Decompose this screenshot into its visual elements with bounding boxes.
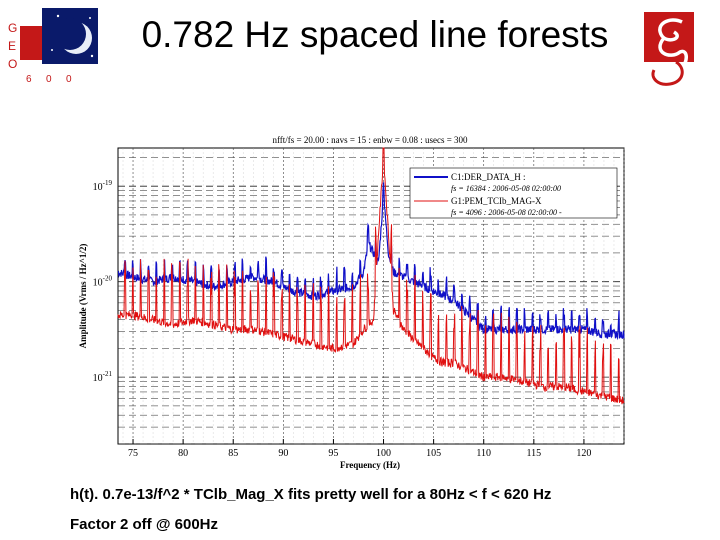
grid-layer bbox=[118, 148, 625, 445]
logo-digit-0b: 0 bbox=[66, 74, 72, 85]
y-tick-label: 10-21 bbox=[93, 370, 113, 384]
slide-title: 0.782 Hz spaced line forests bbox=[141, 14, 609, 55]
x-tick-label: 110 bbox=[476, 448, 491, 459]
series-line-red bbox=[117, 147, 625, 405]
logo-letter-g: G bbox=[8, 21, 17, 35]
x-tick-label: 80 bbox=[178, 448, 188, 459]
logo-digit-0a: 0 bbox=[46, 74, 52, 85]
logo-letter-e: E bbox=[8, 39, 16, 53]
axis-layer: 75 80 85 90 95 100 105 110 115 120 10-19 10-20 10-21 bbox=[93, 179, 592, 459]
x-tick-label: 105 bbox=[426, 448, 441, 459]
y-axis-label: Amplitude (Vrms / Hz^1/2) bbox=[78, 244, 88, 349]
legend-label-red: G1:PEM_TCIb_MAG-X bbox=[451, 196, 542, 206]
legend-label-blue: C1:DER_DATA_H : bbox=[451, 172, 526, 182]
logo-digit-6: 6 bbox=[26, 74, 32, 85]
x-tick-label: 75 bbox=[128, 448, 138, 459]
x-tick-label: 85 bbox=[228, 448, 238, 459]
geo600-logo: G E O 6 0 0 bbox=[8, 8, 98, 85]
stylized-g-logo-icon bbox=[644, 12, 694, 86]
caption-line-1: h(t). 0.7e-13/f^2 * TClb_Mag_X fits pret… bbox=[70, 486, 552, 503]
x-tick-label: 120 bbox=[576, 448, 591, 459]
legend-detail-red: fs = 4096 : 2006-05-08 02:00:00 - bbox=[451, 208, 562, 217]
series-layer bbox=[117, 147, 625, 405]
series-line-blue bbox=[117, 182, 625, 341]
caption-line-2: Factor 2 off @ 600Hz bbox=[70, 516, 218, 533]
y-tick-label: 10-19 bbox=[93, 179, 113, 193]
legend-detail-blue: fs = 16384 : 2006-05-08 02:00:00 bbox=[451, 184, 561, 193]
x-tick-label: 100 bbox=[376, 448, 391, 459]
x-axis-label: Frequency (Hz) bbox=[340, 460, 400, 470]
x-tick-label: 90 bbox=[278, 448, 288, 459]
x-tick-label: 95 bbox=[328, 448, 338, 459]
y-tick-label: 10-20 bbox=[93, 275, 113, 289]
logo-letter-o: O bbox=[8, 57, 17, 71]
x-tick-label: 115 bbox=[527, 448, 542, 459]
spectrum-chart: 75 80 85 90 95 100 105 110 115 120 10-19 10-20 10-21… bbox=[78, 135, 625, 470]
legend: C1:DER_DATA_H : fs = 16384 : 2006-05-08 … bbox=[409, 167, 618, 219]
logo-planet-shadow bbox=[54, 18, 86, 50]
chart-title: nfft/fs = 20.00 : navs = 15 : enbw = 0.0… bbox=[272, 135, 468, 145]
